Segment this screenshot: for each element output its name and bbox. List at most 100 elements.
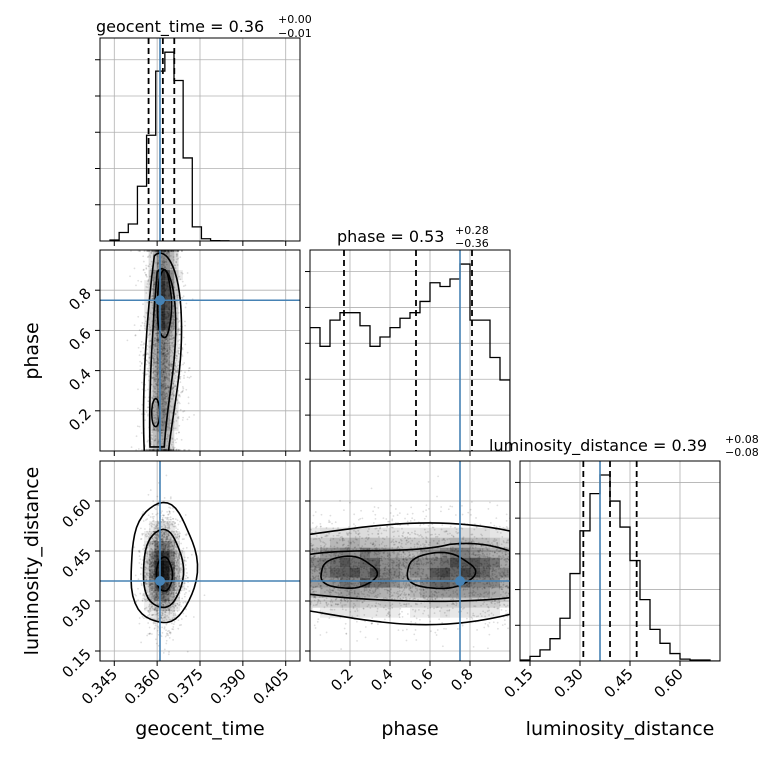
sample-point bbox=[157, 362, 160, 364]
sample-point bbox=[169, 355, 171, 358]
sample-point bbox=[169, 631, 171, 634]
density-bin bbox=[152, 360, 158, 371]
sample-point bbox=[142, 268, 145, 271]
sample-point bbox=[161, 250, 164, 252]
sample-point bbox=[173, 610, 176, 613]
sample-point bbox=[155, 250, 158, 252]
sample-point bbox=[178, 352, 181, 355]
sample-point bbox=[147, 567, 150, 569]
sample-point bbox=[161, 539, 164, 542]
sample-point bbox=[161, 384, 164, 387]
tick-label-y-phase-0: 0.2 bbox=[65, 405, 95, 435]
sample-point bbox=[170, 541, 173, 544]
sample-point bbox=[148, 633, 151, 635]
sample-point bbox=[161, 408, 164, 410]
sample-point bbox=[160, 345, 163, 348]
density-bin bbox=[149, 601, 155, 611]
sample-point bbox=[165, 543, 168, 546]
sample-point bbox=[172, 250, 175, 252]
sample-point bbox=[168, 364, 171, 366]
sample-point bbox=[174, 374, 177, 377]
sample-point bbox=[133, 546, 136, 549]
sample-point bbox=[163, 648, 166, 651]
sample-point bbox=[156, 392, 159, 395]
sample-point bbox=[365, 587, 368, 590]
sample-point bbox=[138, 329, 141, 332]
sample-point bbox=[179, 568, 182, 571]
sample-point bbox=[180, 567, 183, 570]
sample-point bbox=[497, 550, 500, 553]
sample-point bbox=[154, 387, 156, 390]
sample-point bbox=[173, 544, 176, 547]
sample-point bbox=[170, 539, 173, 542]
sample-point bbox=[185, 591, 187, 594]
histogram-step-geocent_time bbox=[109, 51, 284, 241]
sample-point bbox=[162, 651, 165, 654]
sample-point bbox=[152, 556, 154, 559]
sample-point bbox=[169, 345, 171, 348]
sample-point bbox=[150, 587, 153, 590]
sample-point bbox=[154, 405, 157, 408]
sample-point bbox=[149, 608, 151, 611]
sample-point bbox=[156, 545, 159, 548]
sample-point bbox=[154, 548, 157, 551]
sample-point bbox=[170, 267, 173, 270]
sample-point bbox=[162, 352, 165, 355]
sample-point bbox=[140, 361, 143, 364]
sample-point bbox=[151, 589, 153, 592]
sample-point bbox=[154, 417, 157, 419]
sample-point bbox=[504, 551, 507, 554]
sample-point bbox=[142, 269, 145, 271]
sample-point bbox=[161, 260, 164, 263]
sample-point bbox=[163, 250, 166, 252]
sample-point bbox=[160, 386, 163, 388]
sample-point bbox=[167, 598, 169, 601]
tick-label-x-geocent_time-1: 0.360 bbox=[121, 665, 164, 708]
sample-point bbox=[172, 517, 175, 520]
sample-point bbox=[161, 601, 164, 603]
sample-point bbox=[170, 537, 173, 539]
sample-point bbox=[138, 617, 141, 619]
sample-point bbox=[173, 281, 175, 284]
sample-point bbox=[155, 543, 158, 546]
sample-point bbox=[160, 449, 163, 451]
sample-point bbox=[160, 616, 163, 619]
sample-point bbox=[150, 383, 153, 386]
sample-point bbox=[153, 250, 156, 252]
sample-point bbox=[155, 378, 158, 380]
sample-point bbox=[154, 439, 156, 442]
sample-point bbox=[137, 587, 139, 590]
sample-point bbox=[162, 449, 165, 451]
sample-point bbox=[163, 261, 166, 264]
sample-point bbox=[161, 342, 164, 345]
sample-point bbox=[172, 626, 175, 628]
sample-point bbox=[161, 397, 163, 399]
sample-point bbox=[163, 616, 166, 619]
sample-point bbox=[173, 315, 175, 318]
sample-point bbox=[451, 597, 454, 600]
sample-point bbox=[165, 384, 167, 387]
sample-point bbox=[165, 372, 168, 375]
sample-point bbox=[147, 557, 150, 560]
density-bin bbox=[165, 430, 170, 441]
sample-point bbox=[154, 597, 157, 599]
density-bin bbox=[170, 360, 175, 371]
sample-point bbox=[141, 599, 144, 602]
sample-point bbox=[154, 380, 157, 382]
sample-point bbox=[152, 539, 155, 542]
sample-point bbox=[163, 345, 166, 348]
sample-point bbox=[167, 593, 170, 595]
density-bin bbox=[159, 611, 165, 621]
sample-point bbox=[145, 535, 147, 538]
density-bin bbox=[149, 571, 155, 581]
sample-point bbox=[157, 250, 160, 252]
sample-point bbox=[153, 355, 156, 358]
sample-point bbox=[183, 374, 185, 377]
density-bin bbox=[159, 541, 165, 551]
sample-point bbox=[149, 333, 151, 336]
sample-point bbox=[148, 572, 151, 575]
sample-point bbox=[166, 435, 169, 438]
sample-point bbox=[163, 400, 166, 403]
sample-point bbox=[149, 632, 151, 635]
sample-point bbox=[407, 524, 409, 526]
